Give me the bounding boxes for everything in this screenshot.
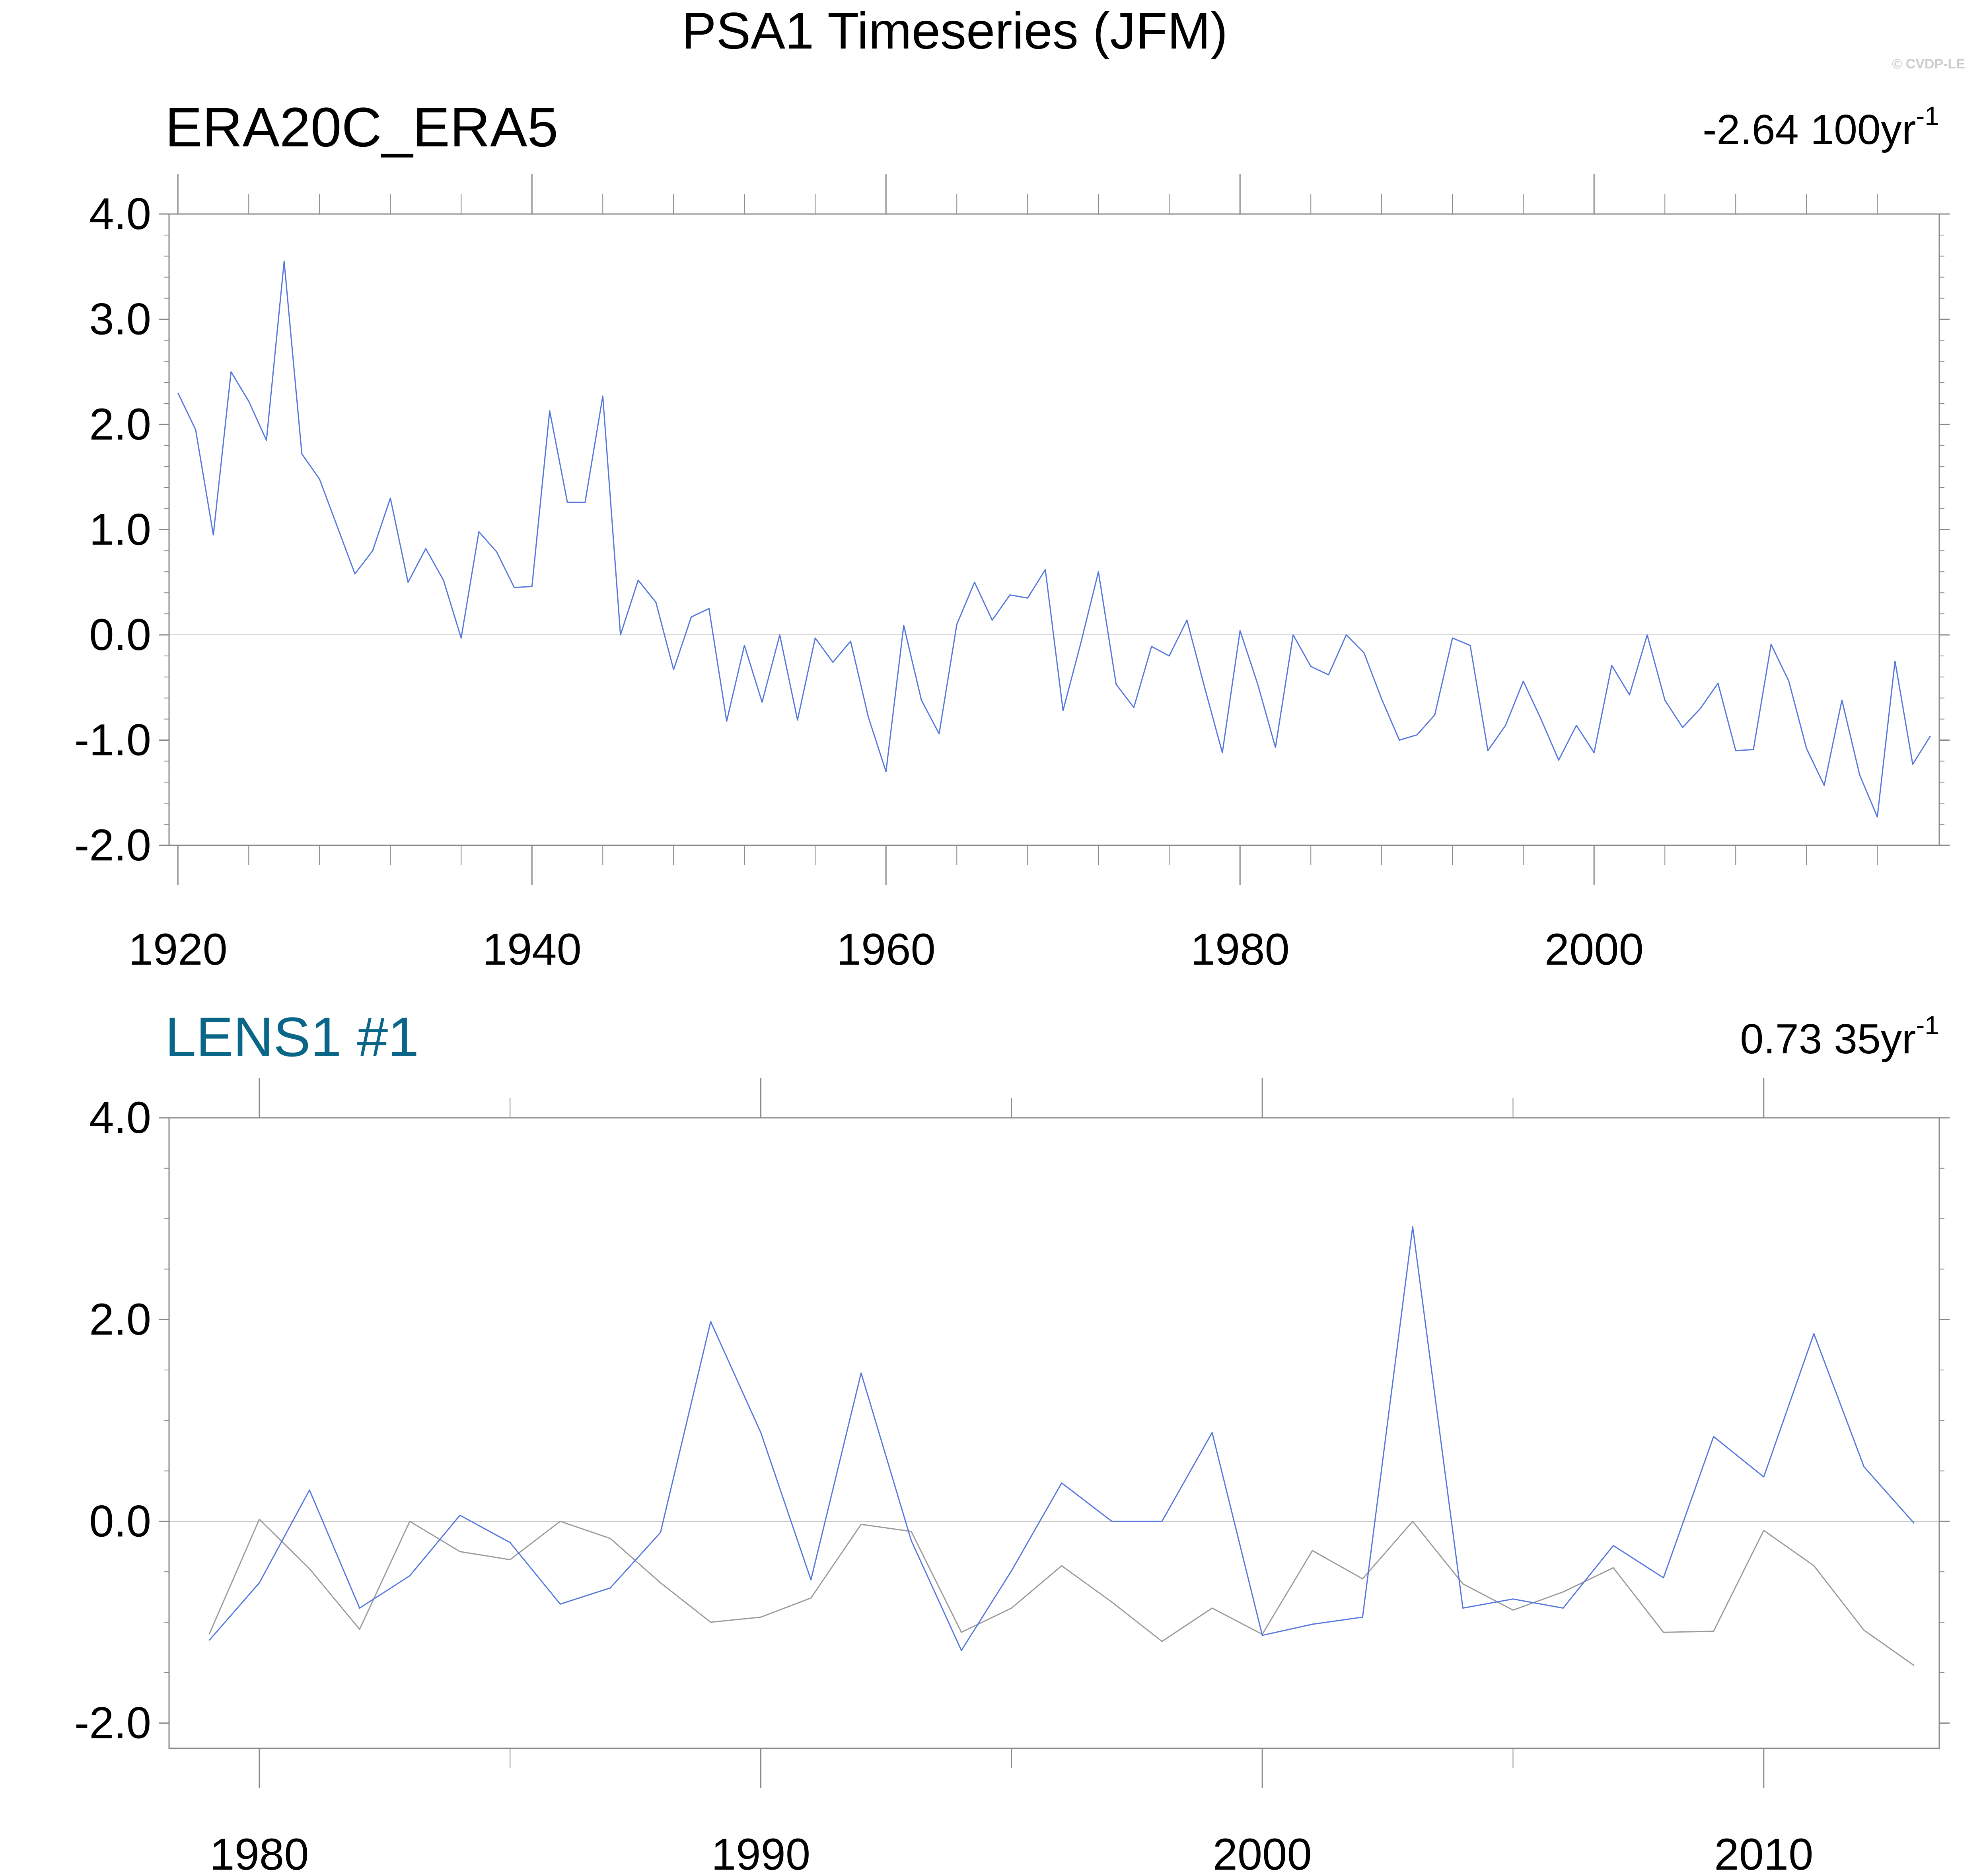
obs-series <box>177 261 1931 818</box>
model-series-line-1 <box>208 1226 1915 1651</box>
model-y-tick-label: 4.0 <box>89 1093 151 1142</box>
obs-y-tick-label: 1.0 <box>89 505 151 555</box>
obs-panel-title: ERA20C_ERA5 <box>165 96 558 158</box>
model-plot-frame <box>168 1117 1940 1749</box>
obs-x-tick-label: 1940 <box>483 924 582 974</box>
obs-series-line-1 <box>177 261 1931 818</box>
model-y-tick-label: -2.0 <box>74 1698 151 1748</box>
obs-trend-exponent: -1 <box>1916 101 1939 130</box>
model-series <box>208 1226 1915 1666</box>
model-x-tick-label: 2010 <box>1714 1829 1813 1876</box>
obs-y-tick-labels: 4.0 3.0 2.0 1.0 0.0 -1.0 -2.0 <box>74 189 151 870</box>
model-trend-exponent: -1 <box>1916 1010 1939 1040</box>
model-panel-title: LENS1 #1 <box>165 1006 419 1068</box>
obs-axis-ticks <box>159 174 1950 885</box>
obs-x-tick-label: 1960 <box>837 924 936 974</box>
model-x-tick-label: 1990 <box>711 1829 810 1876</box>
model-trend-label: 0.73 35yr-1 <box>1740 1010 1939 1063</box>
model-y-tick-label: 0.0 <box>89 1496 151 1546</box>
obs-y-tick-label: 0.0 <box>89 610 151 660</box>
obs-panel: ERA20C_ERA5 -2.64 100yr-1 4.0 3.0 2.0 1.0 0.… <box>74 96 1950 974</box>
model-trend-value: 0.73 35yr <box>1740 1016 1916 1063</box>
obs-y-tick-label: -2.0 <box>74 820 151 870</box>
model-x-tick-label: 1980 <box>210 1829 309 1876</box>
obs-y-tick-label: 3.0 <box>89 294 151 344</box>
obs-x-tick-label: 1920 <box>128 924 228 974</box>
model-x-tick-label: 2000 <box>1213 1829 1312 1876</box>
obs-x-tick-label: 2000 <box>1545 924 1644 974</box>
obs-trend-value: -2.64 100yr <box>1703 106 1916 153</box>
obs-y-tick-label: 4.0 <box>89 189 151 239</box>
obs-y-tick-label: 2.0 <box>89 399 151 449</box>
obs-x-tick-labels: 1920 1940 1960 1980 2000 <box>128 924 1644 974</box>
watermark: © CVDP-LE <box>1892 56 1965 72</box>
obs-trend-label: -2.64 100yr-1 <box>1703 101 1939 153</box>
obs-x-tick-label: 1980 <box>1191 924 1290 974</box>
obs-y-tick-label: -1.0 <box>74 715 151 765</box>
model-y-tick-label: 2.0 <box>89 1294 151 1344</box>
model-axis-ticks <box>159 1078 1950 1788</box>
page-title: PSA1 Timeseries (JFM) <box>682 2 1228 60</box>
model-series-line-2 <box>208 1518 1915 1666</box>
model-panel: LENS1 #1 0.73 35yr-1 4.02.00.0-2.0 1980 1… <box>74 1006 1950 1876</box>
model-y-tick-labels: 4.0 2.0 0.0 -2.0 <box>74 1093 151 1748</box>
obs-plot-frame <box>168 213 1940 846</box>
model-x-tick-labels: 1980 1990 2000 2010 <box>210 1829 1813 1876</box>
